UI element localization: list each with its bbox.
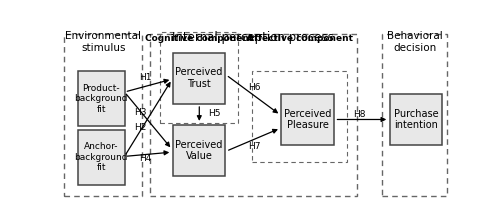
Text: Product-
background
fit: Product- background fit (74, 84, 128, 114)
Text: Cognitive component: Cognitive component (145, 34, 253, 43)
Text: Internal perception process: Internal perception process (172, 31, 334, 44)
Text: Affective component: Affective component (247, 34, 353, 43)
FancyBboxPatch shape (390, 94, 442, 145)
Text: H2: H2 (134, 123, 146, 132)
FancyBboxPatch shape (173, 125, 225, 176)
Text: H8: H8 (354, 110, 366, 119)
Text: H3: H3 (134, 108, 146, 117)
FancyBboxPatch shape (78, 130, 124, 185)
Text: Behavioral
decision: Behavioral decision (387, 31, 442, 53)
Text: H5: H5 (208, 109, 220, 118)
FancyBboxPatch shape (64, 35, 142, 196)
Text: H1: H1 (140, 73, 152, 82)
Text: H7: H7 (248, 142, 261, 151)
Text: Perceived
Pleasure: Perceived Pleasure (284, 109, 332, 130)
Text: Perceived
Trust: Perceived Trust (176, 68, 223, 89)
Text: Perceived
Value: Perceived Value (176, 140, 223, 161)
FancyBboxPatch shape (78, 71, 124, 126)
Text: H4: H4 (140, 154, 152, 163)
Text: Purchase
intention: Purchase intention (394, 109, 438, 130)
FancyBboxPatch shape (173, 52, 225, 104)
Text: Anchor-
background
fit: Anchor- background fit (74, 142, 128, 172)
Text: H6: H6 (248, 83, 261, 92)
FancyBboxPatch shape (382, 35, 448, 196)
Text: Environmental
stimulus: Environmental stimulus (65, 31, 141, 53)
FancyBboxPatch shape (282, 94, 334, 145)
FancyBboxPatch shape (150, 35, 357, 196)
